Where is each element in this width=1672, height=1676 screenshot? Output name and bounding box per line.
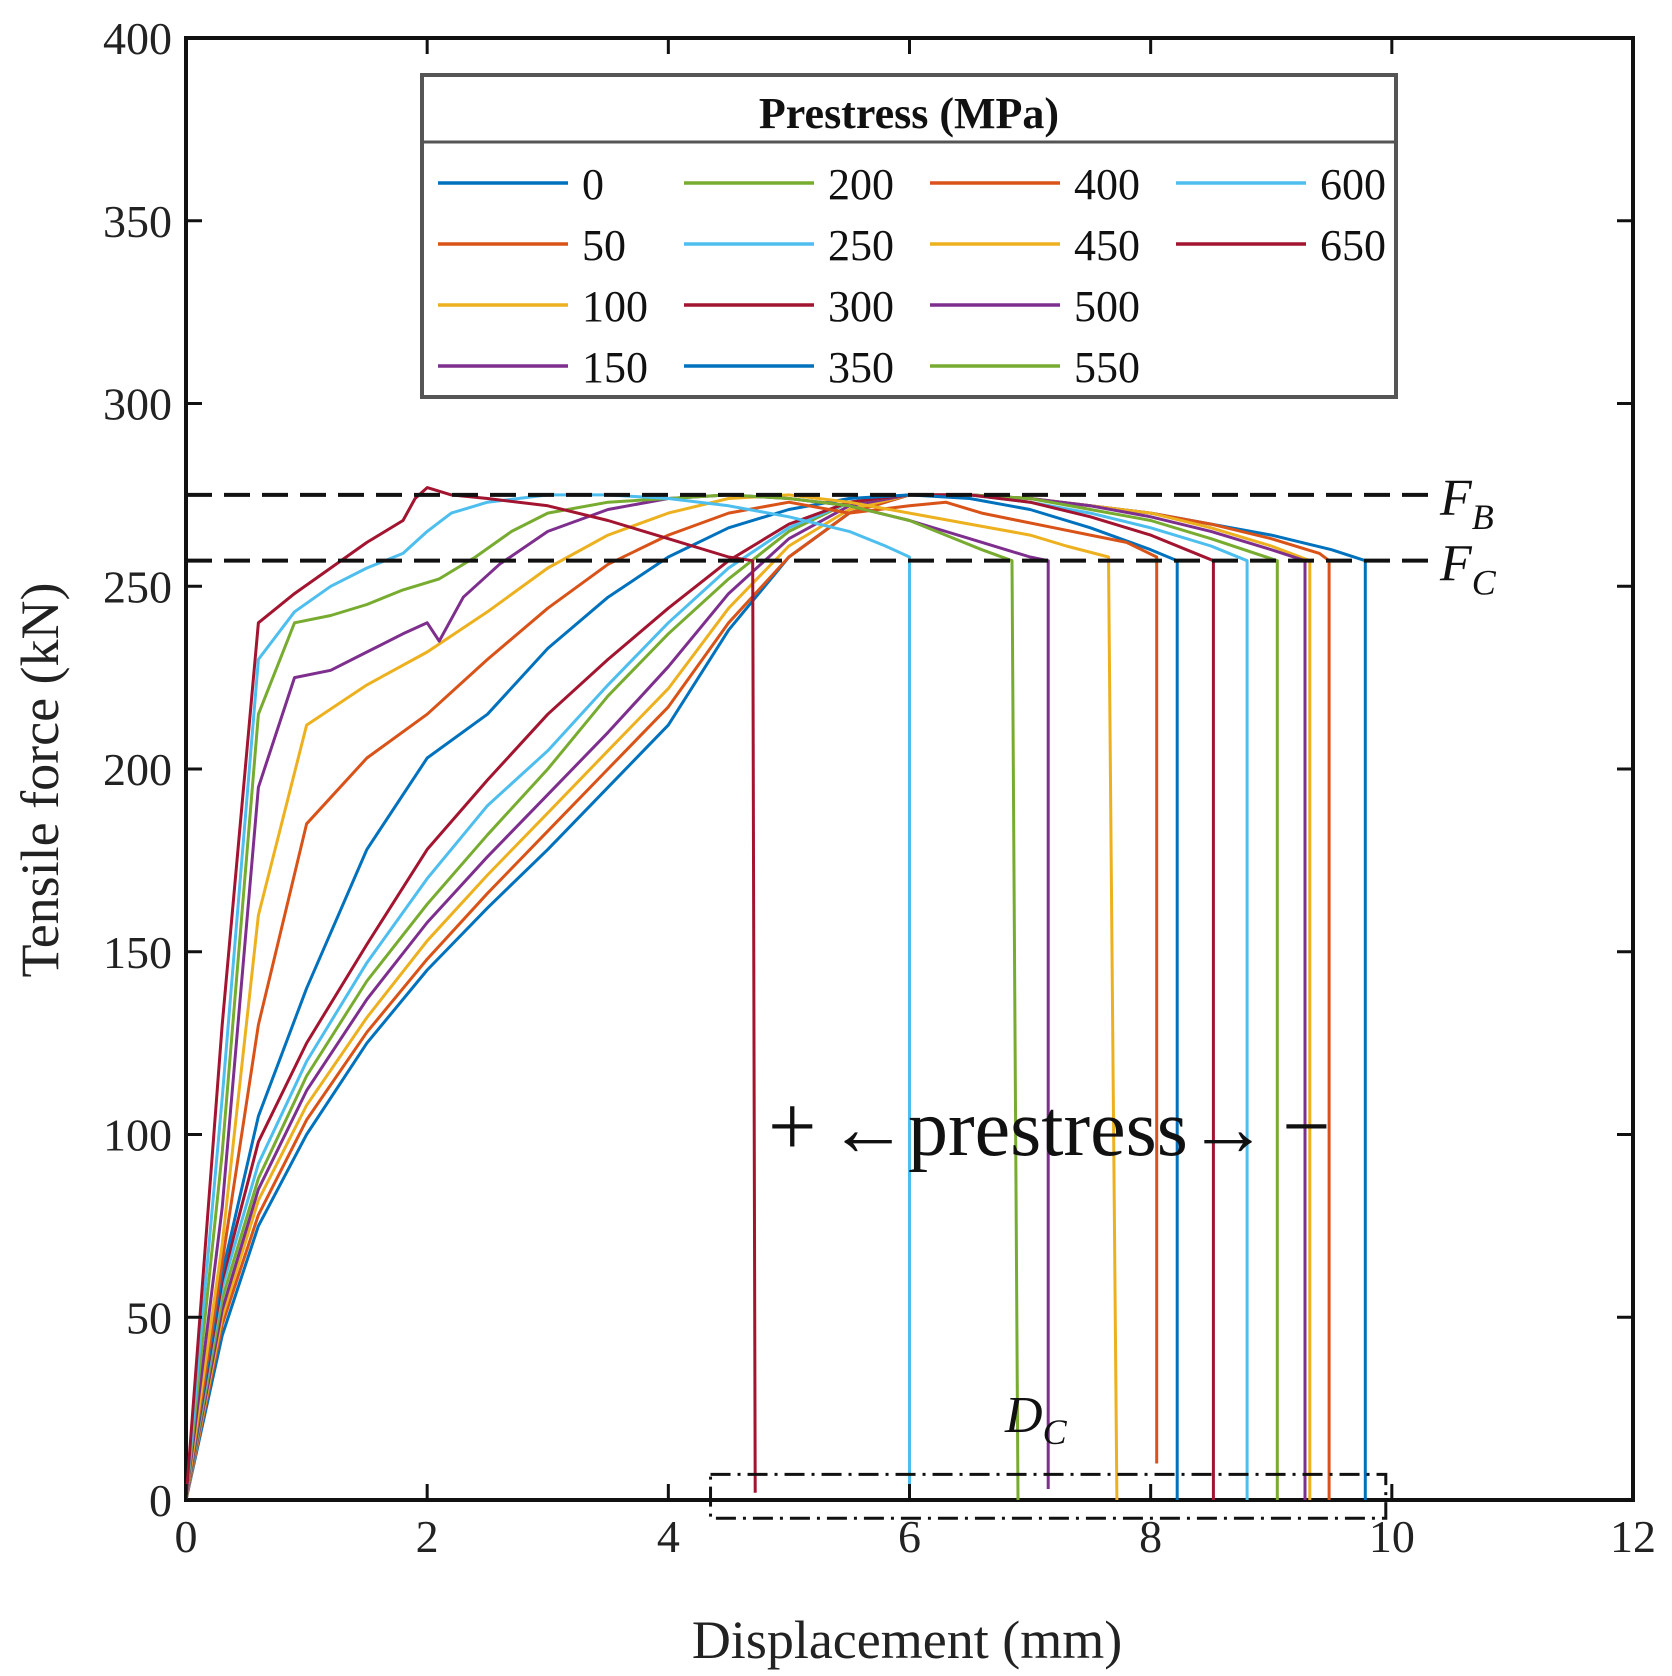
legend-label-450: 450 — [1074, 221, 1140, 270]
legend-label-150: 150 — [582, 343, 648, 392]
y-tick-label: 400 — [103, 13, 172, 64]
legend-label-600: 600 — [1320, 160, 1386, 209]
axis-ticks: 0 2 4 6 8 10 12 0 50 100 150 200 250 300 350 400 — [103, 13, 1656, 1562]
legend-label-500: 500 — [1074, 282, 1140, 331]
legend-label-50: 50 — [582, 221, 626, 270]
prestress-minus-sign: − — [1282, 1078, 1331, 1174]
legend-label-400: 400 — [1074, 160, 1140, 209]
series-line-600 — [184, 493, 911, 1501]
refline-label-subscript: C — [1472, 563, 1497, 603]
series-line-400 — [184, 500, 1159, 1501]
legend-box — [420, 73, 1398, 399]
y-tick-label: 300 — [103, 379, 172, 430]
legend: Prestress (MPa) 0 50 100 150 200 250 300 350 400… — [420, 73, 1398, 399]
legend-label-350: 350 — [828, 343, 894, 392]
refline-label-subscript: B — [1472, 497, 1494, 537]
x-tick-label: 0 — [175, 1511, 198, 1562]
legend-label-0: 0 — [582, 160, 604, 209]
y-tick-label: 350 — [103, 196, 172, 247]
legend-label-200: 200 — [828, 160, 894, 209]
legend-label-550: 550 — [1074, 343, 1140, 392]
refline-label-main: F — [1439, 470, 1473, 527]
series-line-450 — [184, 493, 1119, 1501]
y-tick-label: 250 — [103, 561, 172, 612]
prestress-plus-sign: + — [768, 1078, 817, 1174]
y-tick-label: 50 — [126, 1292, 172, 1343]
series-line-500 — [184, 493, 1050, 1501]
refline-label-main: F — [1439, 536, 1473, 593]
legend-label-300: 300 — [828, 282, 894, 331]
legend-label-650: 650 — [1320, 221, 1386, 270]
series-line-650 — [184, 486, 757, 1501]
y-axis-title: Tensile force (kN) — [10, 582, 70, 977]
x-tick-label: 8 — [1139, 1511, 1162, 1562]
x-tick-label: 10 — [1369, 1511, 1415, 1562]
dc-region-box — [709, 1472, 1388, 1520]
x-tick-label: 12 — [1610, 1511, 1656, 1562]
series-line-150 — [184, 493, 1307, 1501]
series-line-200 — [184, 493, 1279, 1501]
series-line-300 — [184, 493, 1215, 1501]
x-axis-title: Displacement (mm) — [692, 1610, 1122, 1670]
dc-label-main: D — [1004, 1387, 1043, 1444]
refline-label-F_C: FC — [1439, 536, 1497, 603]
y-tick-label: 200 — [103, 744, 172, 795]
dc-label: DC — [1004, 1387, 1068, 1452]
x-tick-label: 6 — [898, 1511, 921, 1562]
legend-entries: 0 50 100 150 200 250 300 350 400 450 500 550 600 650 — [438, 160, 1386, 392]
series-line-100 — [184, 493, 1312, 1501]
x-tick-label: 4 — [657, 1511, 680, 1562]
prestress-direction-label: ←prestress→ — [828, 1085, 1268, 1173]
refline-label-F_B: FB — [1439, 470, 1494, 537]
legend-title: Prestress (MPa) — [759, 89, 1059, 138]
annotations: + ←prestress→ − DC — [709, 1078, 1388, 1520]
dc-label-subscript: C — [1043, 1412, 1068, 1452]
legend-label-100: 100 — [582, 282, 648, 331]
legend-label-250: 250 — [828, 221, 894, 270]
x-tick-label: 2 — [416, 1511, 439, 1562]
series-line-250 — [184, 493, 1249, 1501]
y-tick-label: 150 — [103, 927, 172, 978]
series-layer — [184, 486, 1367, 1501]
y-tick-label: 0 — [149, 1475, 172, 1526]
series-line-550 — [184, 493, 1020, 1501]
y-tick-label: 100 — [103, 1110, 172, 1161]
series-line-50 — [184, 493, 1331, 1501]
series-line-350 — [184, 493, 1179, 1501]
